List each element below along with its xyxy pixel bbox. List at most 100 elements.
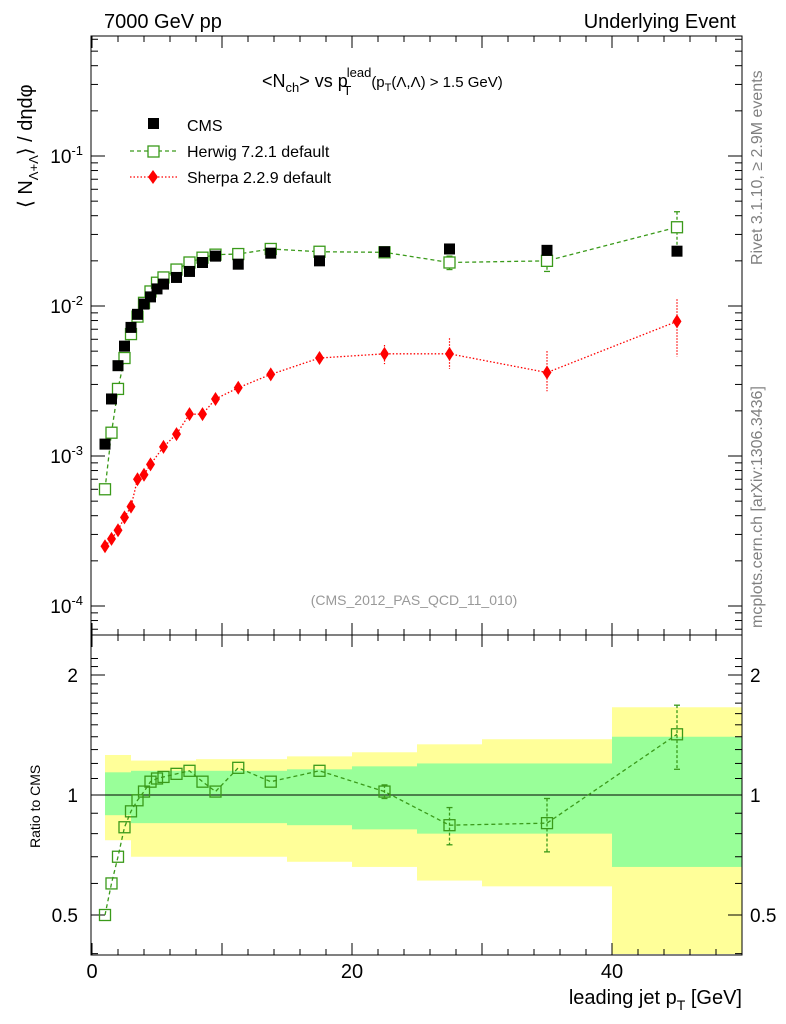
legend-item-cms: CMS (148, 118, 223, 135)
sherpa-point (133, 472, 142, 487)
ratio-tick-label-right: 1 (750, 786, 761, 807)
ratio-herwig-point (131, 794, 144, 807)
ratio-herwig-point (313, 764, 326, 777)
sherpa-point (172, 427, 181, 442)
sherpa-point (159, 439, 168, 454)
cms-point (671, 245, 683, 257)
y-tick-label: 10-2 (50, 293, 83, 318)
sherpa-point (211, 391, 220, 406)
ratio-band-inner (196, 770, 255, 824)
sherpa-point (233, 380, 243, 395)
ratio-herwig-point (137, 785, 151, 798)
legend-item-sherpa: Sherpa 2.2.9 default (130, 170, 332, 187)
header-left: 7000 GeV pp (104, 11, 222, 33)
legend-marker-cms (148, 118, 159, 129)
cms-point (151, 283, 163, 295)
sherpa-point (126, 499, 136, 514)
x-tick-label: 20 (341, 961, 363, 983)
ratio-herwig-point (443, 819, 456, 832)
ratio-herwig-point (209, 785, 222, 798)
sherpa-point (139, 467, 149, 482)
ratio-herwig-point (111, 850, 125, 863)
ratio-herwig-point (118, 821, 131, 834)
cms-point (119, 340, 130, 352)
cms-point (125, 321, 137, 333)
ratio-herwig-point (157, 770, 170, 784)
legend-label-herwig: Herwig 7.2.1 default (187, 144, 330, 161)
ratio-band-inner (417, 763, 482, 834)
sherpa-point (146, 457, 155, 472)
ratio-bands (91, 707, 742, 954)
mcplots-note: mcplots.cern.ch [arXiv:1306.3436] (749, 386, 766, 628)
cms-point (314, 255, 325, 267)
sherpa-point (380, 346, 389, 361)
ratio-band-inner (105, 772, 131, 816)
ratio-tick-label-left: 0.5 (52, 906, 78, 927)
ratio-herwig-point (124, 805, 138, 818)
herwig-point (118, 351, 131, 365)
ratio-ylabel: Ratio to CMS (27, 765, 43, 848)
cms-point (112, 360, 124, 372)
cms-point (158, 278, 169, 290)
sherpa-line (104, 320, 678, 547)
ratio-herwig-point (98, 908, 112, 922)
cms-point (541, 244, 553, 256)
herwig-point (232, 247, 245, 261)
ratio-herwig-point (105, 877, 118, 890)
cms-point (265, 247, 277, 259)
cms-point (132, 308, 143, 320)
x-tick-label: 40 (601, 961, 623, 983)
cms-point (379, 246, 390, 258)
ratio-herwig-point (150, 772, 164, 785)
ratio-tick-label-right: 0.5 (750, 906, 776, 927)
herwig-point (670, 221, 684, 234)
header-right: Underlying Event (584, 11, 737, 33)
ratio-herwig-line (104, 733, 678, 916)
cms-point (210, 250, 221, 262)
ratio-tick-label-left: 2 (67, 666, 78, 687)
ratio-herwig-point (183, 764, 196, 777)
sherpa-point (120, 510, 129, 525)
xlabel: leading jet pT [GeV] (569, 987, 742, 1013)
sherpa-point (113, 523, 123, 538)
sherpa-point (100, 539, 110, 554)
sherpa-point (266, 367, 276, 382)
cms-point (184, 265, 195, 277)
herwig-point (111, 382, 125, 396)
ratio-band-inner (612, 736, 742, 867)
y-tick-label: 10-3 (50, 443, 83, 468)
herwig-point (443, 256, 456, 269)
legend-marker-herwig (147, 145, 160, 158)
ratio-layer (98, 704, 684, 922)
y-tick-label: 10-1 (50, 143, 83, 168)
analysis-id: (CMS_2012_PAS_QCD_11_010) (311, 592, 518, 608)
ratio-herwig-point (232, 761, 245, 774)
axis-ticks: 0 20 40 10-4 10-3 10-2 10-1 0.5 0.5 1 1 2 2 (50, 36, 776, 983)
cms-point (106, 393, 117, 405)
herwig-point (98, 483, 112, 496)
ratio-herwig-point (540, 816, 554, 830)
cms-point (444, 243, 455, 255)
cms-point (138, 298, 150, 310)
main-ylabel: ⟨ NΛ+Λ⟩ / dηdφ (15, 84, 41, 208)
rivet-note: Rivet 3.1.10, ≥ 2.9M events (749, 70, 766, 265)
plot-title: <Nch> vs plead T (pT(Λ,Λ) > 1.5 GeV) (262, 65, 503, 98)
legend-label-sherpa: Sherpa 2.2.9 default (187, 170, 332, 187)
ratio-herwig-point (170, 767, 183, 780)
ratio-tick-label-right: 2 (750, 666, 761, 687)
ratio-herwig-point (196, 775, 209, 788)
legend-label-cms: CMS (187, 118, 223, 135)
series-layer (98, 211, 684, 554)
sherpa-point (198, 407, 207, 422)
cms-point (197, 256, 208, 268)
cms-point (145, 291, 156, 303)
sherpa-point (107, 531, 116, 546)
sherpa-point (542, 365, 552, 380)
legend-item-herwig: Herwig 7.2.1 default (130, 144, 330, 161)
ratio-herwig-point (378, 785, 391, 798)
ratio-herwig-point (670, 728, 684, 741)
cms-point (232, 258, 244, 270)
sherpa-point (672, 314, 682, 329)
cms-point (99, 438, 111, 450)
